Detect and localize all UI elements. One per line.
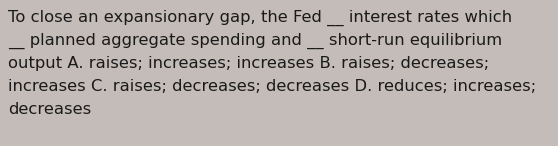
Text: output A. raises; increases; increases B. raises; decreases;: output A. raises; increases; increases B… <box>8 56 489 71</box>
Text: __ planned aggregate spending and __ short-run equilibrium: __ planned aggregate spending and __ sho… <box>8 33 502 49</box>
Text: decreases: decreases <box>8 102 92 117</box>
Text: increases C. raises; decreases; decreases D. reduces; increases;: increases C. raises; decreases; decrease… <box>8 79 536 94</box>
Text: To close an expansionary gap, the Fed __ interest rates which: To close an expansionary gap, the Fed __… <box>8 10 512 26</box>
